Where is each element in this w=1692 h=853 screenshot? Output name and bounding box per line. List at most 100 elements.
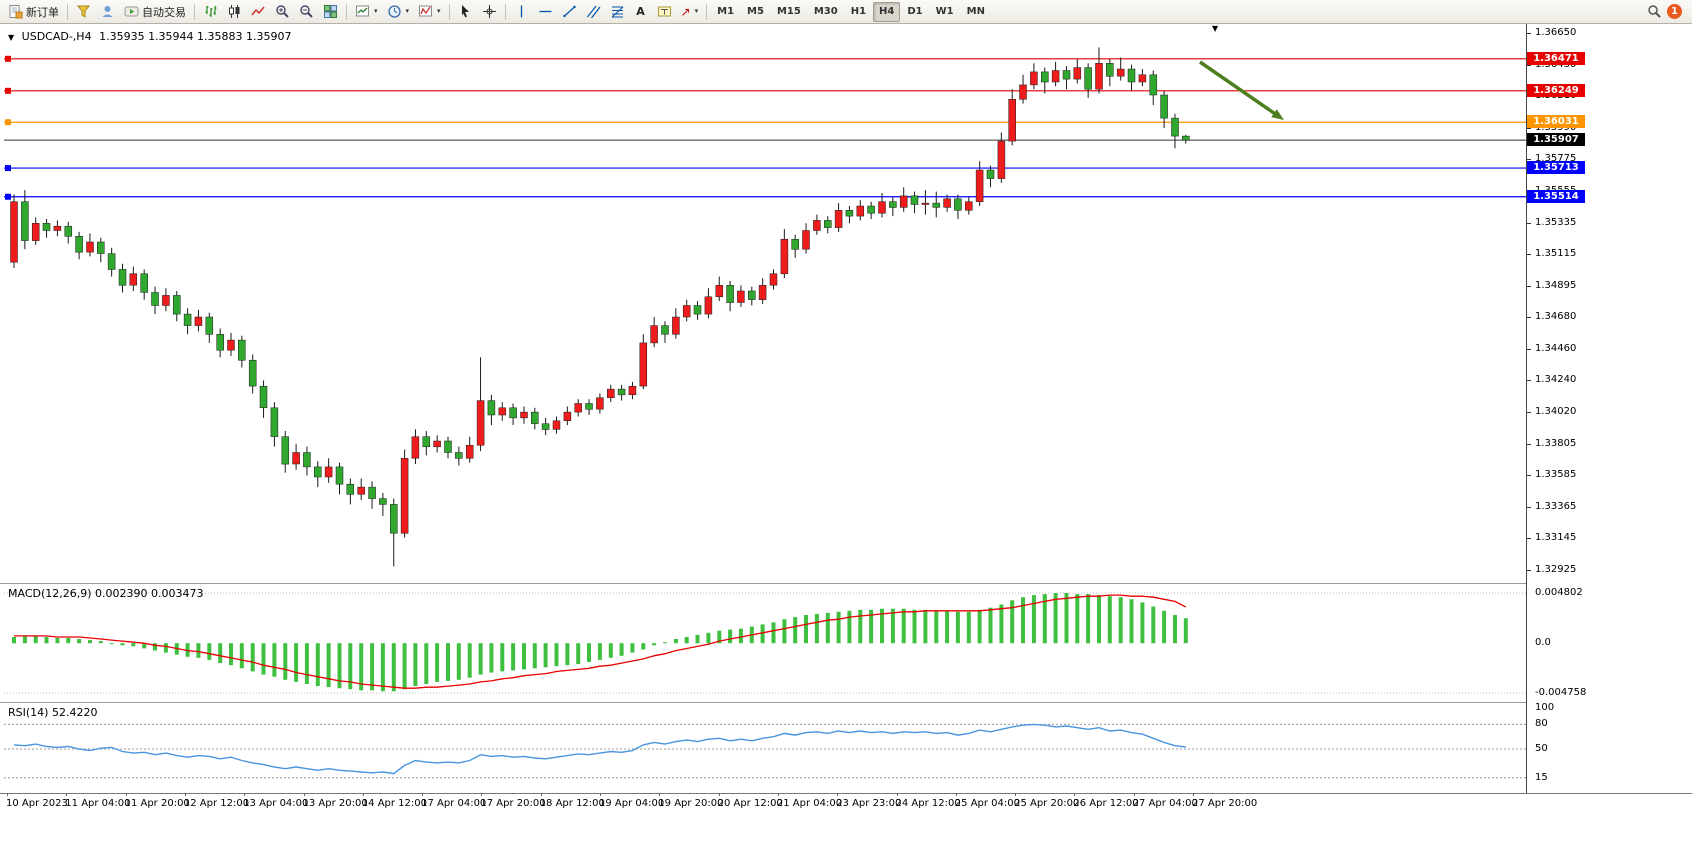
candle-body [1084, 67, 1092, 90]
candle-body [867, 205, 875, 214]
macd-histogram-bar [1097, 595, 1101, 644]
tile-windows-button[interactable] [319, 2, 342, 22]
macd-histogram-bar [804, 615, 808, 644]
candle-body [672, 316, 680, 335]
candlesticks-button[interactable] [223, 2, 246, 22]
equidistant-channel-button[interactable] [582, 2, 605, 22]
time-label: 27 Apr 20:00 [1192, 798, 1258, 809]
macd-histogram-bar [966, 611, 971, 644]
time-tick-mark [540, 793, 542, 796]
new-chart-dropdown[interactable]: ▾ [351, 2, 382, 22]
timeframe-button-W1[interactable]: W1 [935, 6, 954, 17]
candle-body [726, 285, 734, 303]
price-tick-label: 1.34460 [1535, 342, 1577, 354]
hline-handle[interactable] [5, 55, 11, 62]
macd-histogram-bar [999, 604, 1004, 644]
candle-body [107, 253, 116, 270]
toolbar-separator [346, 3, 347, 20]
arrow-icon: ↗ [680, 4, 691, 19]
macd-histogram-bar [782, 619, 787, 644]
macd-histogram-bar [728, 629, 733, 644]
trend-arrow-head[interactable] [1271, 109, 1284, 120]
indicators-dropdown[interactable]: ▾ [414, 2, 445, 22]
scale-tick-mark [1527, 380, 1531, 382]
macd-pane[interactable] [4, 585, 1526, 701]
zoom-out-button[interactable] [295, 2, 318, 22]
new-order-button[interactable]: 新订单 [4, 2, 63, 22]
timeframe-button-M5[interactable]: M5 [747, 6, 764, 17]
timeframe-button-D1[interactable]: D1 [907, 6, 923, 17]
candle-body [791, 238, 799, 250]
macd-signal-line [14, 594, 1187, 689]
trendline-button[interactable] [558, 2, 581, 22]
candle-body [889, 201, 897, 208]
time-label: 18 Apr 12:00 [539, 798, 605, 809]
hline-handle[interactable] [5, 165, 11, 172]
macd-histogram-bar [1086, 594, 1091, 644]
toolbar-separator [67, 3, 68, 20]
line-chart-button[interactable] [247, 2, 270, 22]
trend-arrow-shaft[interactable] [1199, 60, 1281, 119]
timeframe-button-M30[interactable]: M30 [813, 6, 838, 17]
price-pane[interactable] [4, 29, 1526, 581]
market-watch-button[interactable] [72, 2, 95, 22]
candle-body [303, 452, 311, 468]
time-label: 10 Apr 2023 [6, 798, 68, 809]
time-label: 11 Apr 04:00 [65, 798, 131, 809]
periods-dropdown[interactable]: ▾ [383, 2, 414, 22]
hline-handle[interactable] [5, 193, 11, 200]
chevron-down-icon: ▾ [694, 7, 699, 15]
rsi-pane[interactable] [4, 704, 1526, 792]
notification-badge[interactable]: 1 [1667, 4, 1682, 19]
text-button[interactable]: A [630, 2, 652, 22]
time-label: 13 Apr 04:00 [243, 798, 309, 809]
time-tick-mark [244, 793, 246, 796]
search-icon [1648, 5, 1661, 18]
search-button[interactable] [1643, 2, 1666, 22]
candle-body [1062, 70, 1071, 80]
chart-shift-marker[interactable]: ▼ [1212, 24, 1219, 33]
navigator-button[interactable] [96, 2, 119, 22]
navigator-icon [102, 6, 113, 17]
macd-histogram-bar [511, 643, 516, 671]
macd-indicator-label: MACD(12,26,9) 0.002390 0.003473 [8, 587, 204, 600]
timeframe-button-M15[interactable]: M15 [776, 6, 801, 17]
hline-handle[interactable] [5, 87, 11, 94]
crosshair-button[interactable] [478, 2, 501, 22]
time-label: 25 Apr 04:00 [954, 798, 1020, 809]
fibonacci-button[interactable] [606, 2, 629, 22]
macd-histogram-bar [467, 643, 472, 678]
macd-histogram-bar [608, 643, 613, 658]
price-label-1.36249: 1.36249 [1527, 83, 1585, 97]
bar-chart-button[interactable] [199, 2, 222, 22]
candle-body [455, 452, 463, 459]
timeframe-button-H4[interactable]: H4 [873, 1, 901, 22]
cursor-icon [461, 5, 469, 18]
time-tick-mark [955, 793, 957, 796]
zoom-in-button[interactable] [271, 2, 294, 22]
price-scale[interactable]: 1.366501.364301.362101.359901.357751.355… [1526, 24, 1692, 793]
macd-histogram-bar [109, 643, 114, 645]
timeframe-button-H1[interactable]: H1 [850, 6, 867, 17]
symbol-period-label: USDCAD-,H4 [21, 30, 92, 43]
one-click-collapse-icon[interactable]: ▼ [8, 33, 15, 42]
time-tick-mark [896, 793, 898, 796]
macd-histogram-bar [1183, 618, 1188, 644]
price-tick-label: 1.33365 [1535, 500, 1577, 512]
pane-divider-macd[interactable] [0, 583, 1692, 584]
horizontal-line-button[interactable] [534, 2, 557, 22]
text-label-button[interactable] [653, 2, 676, 22]
bar-chart-icon [205, 6, 217, 17]
cursor-button[interactable] [454, 2, 477, 22]
arrows-dropdown[interactable]: ↗ ▾ [677, 2, 703, 22]
timeframe-button-MN[interactable]: MN [966, 6, 985, 17]
candle-body [31, 223, 40, 241]
vertical-line-button[interactable] [510, 2, 533, 22]
candle-body [650, 325, 658, 344]
pane-divider-rsi[interactable] [0, 702, 1692, 703]
autotrading-button[interactable]: 自动交易 [120, 2, 190, 22]
time-axis[interactable]: 10 Apr 2023 11 Apr 04:00 11 Apr 20:00 12 Ap… [0, 793, 1692, 853]
timeframe-button-M1[interactable]: M1 [717, 6, 735, 17]
hline-handle[interactable] [5, 119, 11, 126]
macd-histogram-bar [12, 637, 16, 644]
